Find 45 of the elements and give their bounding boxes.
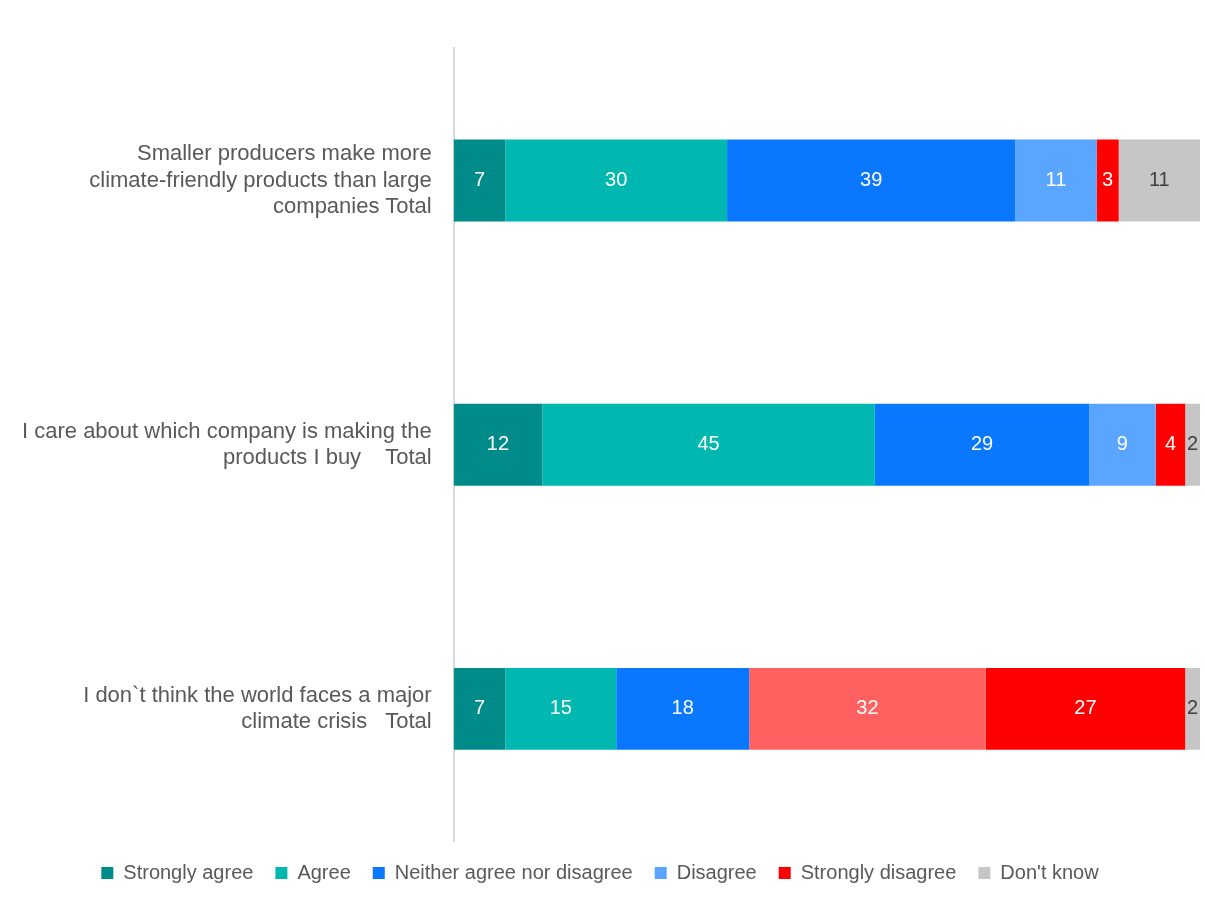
y-tick-label: Smaller producers make more climate-friendly products than large companies Total — [89, 140, 432, 218]
bar — [505, 667, 617, 750]
bar — [1155, 403, 1186, 486]
legend-label: Strongly agree — [123, 860, 254, 883]
data-label: 3 — [1102, 168, 1114, 191]
data-label: 45 — [697, 432, 720, 455]
bar — [453, 403, 543, 486]
legend-label: Don't know — [1000, 860, 1100, 883]
data-label: 2 — [1187, 432, 1199, 455]
bar — [1118, 139, 1200, 222]
bar — [1185, 667, 1200, 750]
data-label: 11 — [1045, 168, 1067, 191]
data-label: 39 — [860, 168, 883, 191]
data-label: 29 — [970, 432, 994, 455]
data-label: 27 — [1074, 696, 1097, 719]
data-label: 30 — [605, 168, 628, 191]
bar — [874, 403, 1090, 486]
bar — [727, 139, 1016, 222]
data-label: 7 — [473, 696, 486, 719]
bar — [749, 667, 986, 750]
bar — [616, 667, 750, 750]
data-label: 2 — [1187, 696, 1199, 719]
bar — [453, 667, 506, 750]
bar — [453, 139, 506, 222]
bar — [1089, 403, 1156, 486]
bar — [542, 403, 875, 486]
legend-label: Agree — [297, 860, 351, 883]
data-label: 32 — [856, 696, 879, 719]
data-label: 18 — [671, 696, 694, 719]
bar — [1096, 139, 1119, 222]
bar — [1015, 139, 1097, 222]
bar — [1185, 403, 1200, 486]
data-label: 15 — [549, 696, 572, 719]
y-tick-label: I don`t think the world faces a major climate crisis Total — [83, 681, 432, 734]
legend-label: Disagree — [676, 860, 757, 883]
y-tick-label: I care about which company is making the products I buy Total — [22, 417, 432, 469]
legend-label: Neither agree nor disagree — [394, 860, 633, 883]
legend-label: Strongly disagree — [800, 860, 957, 883]
data-label: 4 — [1164, 432, 1176, 455]
data-label: 7 — [473, 168, 486, 191]
bar — [985, 667, 1186, 750]
bar — [505, 139, 728, 222]
data-label: 11 — [1148, 168, 1170, 191]
data-label: 9 — [1116, 432, 1128, 455]
data-label: 12 — [486, 432, 510, 455]
